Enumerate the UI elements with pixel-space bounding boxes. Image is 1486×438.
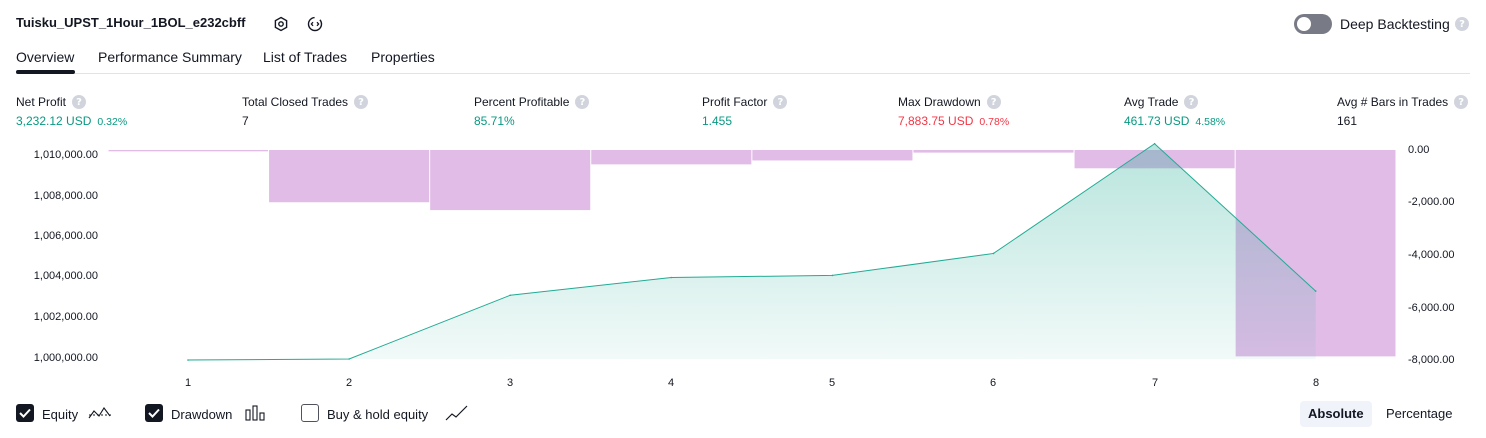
info-icon[interactable]: ? <box>354 95 369 109</box>
left-axis-tick: 1,002,000.00 <box>33 311 98 323</box>
strategy-title: Tuisku_UPST_1Hour_1BOL_e232cbff <box>16 15 246 30</box>
metric-label-text: Total Closed Trades <box>242 95 349 109</box>
drawdown-label: Drawdown <box>171 407 233 422</box>
metric-avg-trade-value: 461.73 USD 4.58% <box>1124 114 1225 128</box>
drawdown-bar <box>913 150 1074 153</box>
metric-label-text: Max Drawdown <box>898 95 981 109</box>
metric-value-text: 461.73 USD <box>1124 114 1190 128</box>
deep-backtesting-toggle[interactable] <box>1294 14 1332 34</box>
equity-label: Equity <box>42 407 79 422</box>
metric-sub-text: 4.58% <box>1195 116 1226 128</box>
metric-avg-bars-value: 161 <box>1337 114 1358 128</box>
percentage-button[interactable]: Percentage <box>1386 406 1453 421</box>
drawdown-bar <box>591 150 752 165</box>
metric-profit-factor-label: Profit Factor ? <box>702 95 788 109</box>
settings-icon[interactable] <box>271 14 291 34</box>
tab-overview[interactable]: Overview <box>16 49 75 65</box>
equity-area <box>188 143 1316 361</box>
equity-point <box>348 358 350 360</box>
drawdown-checkbox[interactable] <box>145 404 163 422</box>
x-axis-tick: 3 <box>506 377 514 389</box>
left-axis-tick: 1,006,000.00 <box>33 230 98 242</box>
equity-point <box>1153 142 1156 145</box>
tab-performance-summary[interactable]: Performance Summary <box>98 49 242 65</box>
right-axis-tick: -4,000.00 <box>1408 249 1455 261</box>
metric-profit-factor-value: 1.455 <box>702 114 733 128</box>
left-axis-tick: 1,010,000.00 <box>33 149 98 161</box>
metric-percent-profitable-value: 85.71% <box>474 114 515 128</box>
metric-label-text: Profit Factor <box>702 95 768 109</box>
info-icon[interactable]: ? <box>1454 95 1469 109</box>
x-axis-tick: 5 <box>828 377 836 389</box>
metric-sub-text: 0.32% <box>97 116 128 128</box>
left-axis-tick: 1,008,000.00 <box>33 190 98 202</box>
metric-total-closed-trades-label: Total Closed Trades ? <box>242 95 369 109</box>
metric-net-profit-label: Net Profit ? <box>16 95 87 109</box>
buy-hold-checkbox[interactable] <box>301 404 319 422</box>
metric-label-text: Avg Trade <box>1124 95 1179 109</box>
x-axis-tick: 4 <box>667 377 675 389</box>
metric-label-text: Avg # Bars in Trades <box>1337 95 1449 109</box>
toggle-knob <box>1297 17 1311 31</box>
left-axis-tick: 1,004,000.00 <box>33 270 98 282</box>
equity-point <box>831 274 834 277</box>
x-axis-tick: 2 <box>345 377 353 389</box>
metric-label-text: Percent Profitable <box>474 95 570 109</box>
equity-point <box>1314 290 1317 292</box>
deep-backtesting-label: Deep Backtesting <box>1340 16 1450 32</box>
drawdown-bar <box>430 150 591 211</box>
buy-hold-label: Buy & hold equity <box>327 407 429 422</box>
x-axis-tick: 1 <box>184 377 192 389</box>
tab-properties[interactable]: Properties <box>371 49 435 65</box>
buy-hold-line-icon <box>445 405 468 421</box>
equity-point <box>992 252 995 255</box>
x-axis-tick: 8 <box>1312 377 1320 389</box>
metric-max-drawdown-label: Max Drawdown ? <box>898 95 1001 109</box>
drawdown-bar <box>269 150 430 203</box>
metric-avg-trade-label: Avg Trade ? <box>1124 95 1199 109</box>
metric-value-text: 3,232.12 USD <box>16 114 92 128</box>
active-tab-indicator <box>16 70 75 74</box>
info-icon[interactable]: ? <box>1184 95 1199 109</box>
equity-line <box>187 143 1317 361</box>
metric-value-text: 7,883.75 USD <box>898 114 974 128</box>
x-axis-tick: 6 <box>989 377 997 389</box>
equity-point <box>509 294 512 297</box>
help-icon[interactable]: ? <box>1455 17 1469 31</box>
right-axis-tick: -2,000.00 <box>1408 196 1455 208</box>
drawdown-bar <box>752 150 913 161</box>
equity-point <box>187 359 189 361</box>
equity-checkbox[interactable] <box>16 404 34 422</box>
info-icon[interactable]: ? <box>986 95 1001 109</box>
tabs-divider <box>16 73 1470 74</box>
metric-net-profit-value: 3,232.12 USD 0.32% <box>16 114 127 128</box>
metric-label-text: Net Profit <box>16 95 67 109</box>
tab-list-of-trades[interactable]: List of Trades <box>263 49 348 65</box>
left-axis-tick: 1,000,000.00 <box>33 352 98 364</box>
source-code-icon[interactable] <box>305 14 325 34</box>
info-icon[interactable]: ? <box>575 95 590 109</box>
metric-avg-bars-label: Avg # Bars in Trades ? <box>1337 95 1469 109</box>
drawdown-bars-icon <box>245 405 265 421</box>
metric-percent-profitable-label: Percent Profitable ? <box>474 95 590 109</box>
info-icon[interactable]: ? <box>773 95 788 109</box>
equity-point <box>670 276 673 279</box>
metric-total-closed-trades-value: 7 <box>242 114 249 128</box>
metric-sub-text: 0.78% <box>979 116 1010 128</box>
equity-line-icon <box>88 407 111 419</box>
absolute-button[interactable]: Absolute <box>1300 401 1372 427</box>
x-axis-tick: 7 <box>1151 377 1159 389</box>
right-axis-tick: -8,000.00 <box>1408 354 1455 366</box>
info-icon[interactable]: ? <box>72 95 87 109</box>
metric-max-drawdown-value: 7,883.75 USD 0.78% <box>898 114 1009 128</box>
right-axis-tick: -6,000.00 <box>1408 302 1455 314</box>
drawdown-bar <box>108 150 269 152</box>
right-axis-tick: 0.00 <box>1408 144 1430 156</box>
